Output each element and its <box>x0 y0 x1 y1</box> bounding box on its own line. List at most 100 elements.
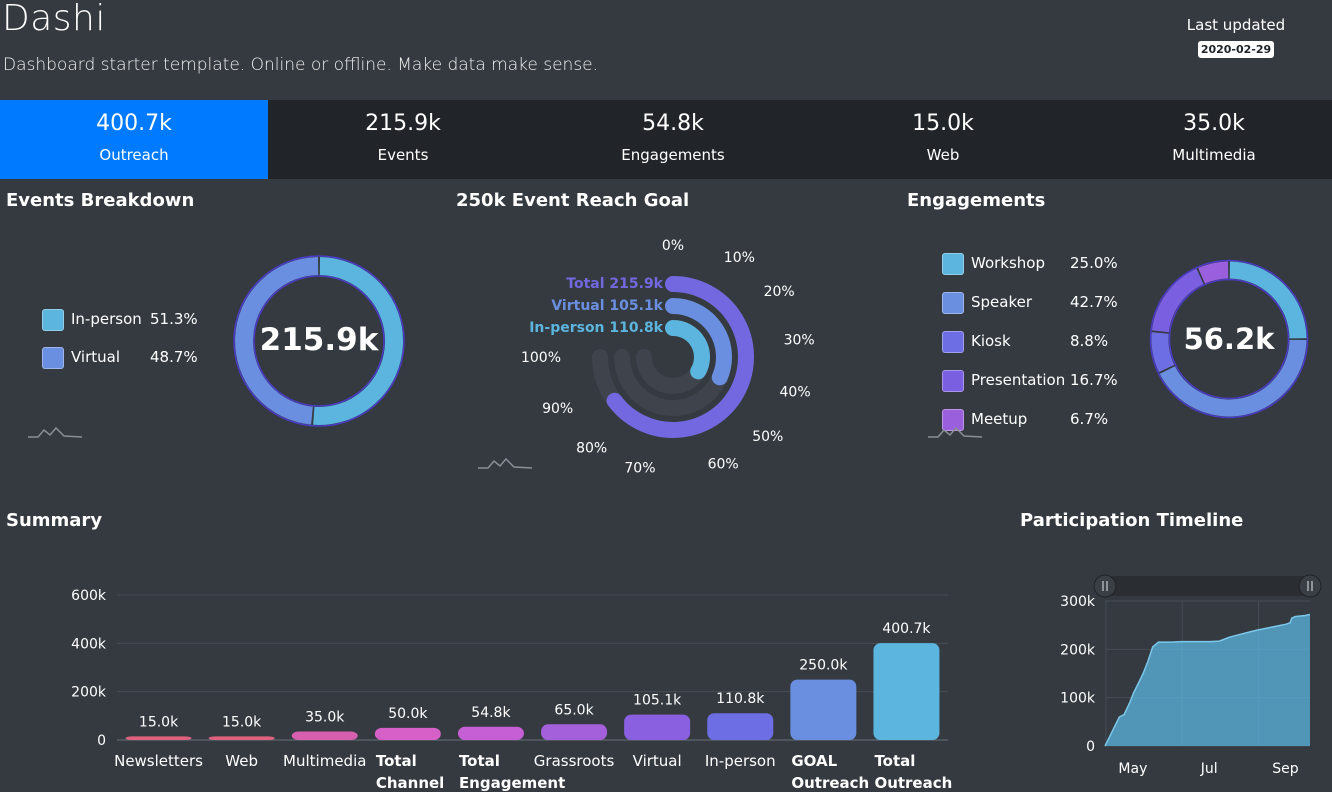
donut-segment-kiosk[interactable] <box>1151 332 1175 373</box>
chart-tool-icon[interactable] <box>478 455 534 471</box>
radial-bar-0[interactable] <box>606 276 754 438</box>
summary-title: Summary <box>6 510 103 531</box>
legend-item-workshop[interactable]: Workshop 25.0% <box>942 253 1118 275</box>
engagements-title: Engagements <box>907 190 1046 211</box>
x-category-label: Grassroots <box>534 752 615 770</box>
bar[interactable] <box>457 726 524 740</box>
radial-tick-labels: 0% 10% 20% 30% 40% 50% 60% 70% 80% 90% 100% <box>521 238 815 477</box>
kpi-value: 215.9k <box>365 111 441 136</box>
kpi-label: Web <box>926 146 960 164</box>
y-tick-label: 0 <box>1086 739 1095 755</box>
legend-item-kiosk[interactable]: Kiosk 8.8% <box>942 331 1117 353</box>
y-tick-label: 400k <box>71 636 107 652</box>
kpi-tab-outreach[interactable]: 400.7k Outreach <box>0 100 268 179</box>
reach-goal-radial-chart: 0% 10% 20% 30% 40% 50% 60% 70% 80% 90% 100% Total … <box>521 238 815 477</box>
legend-label: Workshop <box>971 254 1046 272</box>
participation-timeline-chart: 0 100k 200k 300k May Jul Sep <box>1060 574 1322 777</box>
chart-tool-icon[interactable] <box>928 424 984 440</box>
bar[interactable] <box>208 736 275 740</box>
kpi-label: Multimedia <box>1172 146 1256 164</box>
bar-value-label: 15.0k <box>139 714 179 730</box>
legend-item-meetup[interactable]: Meetup 6.7% <box>942 409 1117 431</box>
radial-tick-label: 50% <box>752 429 783 445</box>
legend-swatch <box>942 292 964 314</box>
bar-value-label: 15.0k <box>222 714 262 730</box>
legend-percent: 8.8% <box>1070 332 1109 350</box>
legend-label: Presentation <box>971 371 1066 389</box>
x-category-label: Outreach <box>791 774 869 792</box>
timeline-title: Participation Timeline <box>1020 510 1244 531</box>
radial-rings <box>592 276 754 438</box>
bar-value-label: 250.0k <box>799 658 848 674</box>
legend-percent: 51.3% <box>150 310 198 328</box>
radial-tick-label: 40% <box>780 385 811 401</box>
range-handle-right[interactable] <box>1298 574 1322 598</box>
legend-label: In-person <box>71 310 142 328</box>
radial-tick-label: 80% <box>576 441 607 457</box>
radial-bar-1[interactable] <box>665 298 732 386</box>
kpi-tab-web[interactable]: 15.0k Web <box>808 100 1078 179</box>
y-tick-label: 600k <box>71 588 107 604</box>
legend-percent: 6.7% <box>1070 410 1109 428</box>
donut-segment-presentation[interactable] <box>1151 268 1204 333</box>
x-tick-label: Jul <box>1200 761 1218 777</box>
donut-outline <box>1168 278 1290 400</box>
bar-value-label: 400.7k <box>882 621 931 637</box>
donut-segment-virtual[interactable] <box>235 257 319 425</box>
x-category-label: In-person <box>705 752 776 770</box>
donut-segment-workshop[interactable] <box>1229 261 1307 339</box>
bar[interactable] <box>624 714 691 740</box>
bar[interactable] <box>707 713 774 740</box>
reach-goal-title: 250k Event Reach Goal <box>456 190 690 211</box>
kpi-tab-multimedia[interactable]: 35.0k Multimedia <box>1079 100 1332 179</box>
bar[interactable] <box>541 724 608 740</box>
ring-label-virtual: Virtual 105.1k <box>551 298 663 314</box>
legend-percent: 16.7% <box>1070 371 1118 389</box>
kpi-value: 54.8k <box>642 111 704 136</box>
legend-label: Speaker <box>971 293 1033 311</box>
range-handle-left[interactable] <box>1093 574 1117 598</box>
timeline-area <box>1105 614 1310 746</box>
legend-item-speaker[interactable]: Speaker 42.7% <box>942 292 1118 314</box>
donut-segments <box>1149 259 1309 419</box>
legend-item-in-person[interactable]: In-person 51.3% <box>42 309 212 331</box>
bar[interactable] <box>291 731 358 740</box>
bar-value-label: 54.8k <box>471 705 511 721</box>
donut-segment-in-person[interactable] <box>313 257 403 425</box>
donut-segments <box>233 255 405 427</box>
bar[interactable] <box>125 736 192 740</box>
radial-tick-label: 10% <box>724 250 755 266</box>
legend-item-presentation[interactable]: Presentation 16.7% <box>942 370 1118 392</box>
bar[interactable] <box>790 679 857 740</box>
range-slider-track[interactable] <box>1095 576 1317 596</box>
x-category-label: Newsletters <box>114 752 203 770</box>
donut-segment-speaker[interactable] <box>1159 339 1307 417</box>
legend-percent: 42.7% <box>1070 293 1118 311</box>
donut-segment-meetup[interactable] <box>1198 261 1229 284</box>
y-tick-label: 100k <box>1060 691 1096 707</box>
donut-center-value: 56.2k <box>1184 322 1276 356</box>
radial-bar-2[interactable] <box>665 320 710 380</box>
radial-tick-label: 60% <box>708 457 739 473</box>
bar-value-label: 35.0k <box>305 710 345 726</box>
ring-label-in-person: In-person 110.8k <box>529 320 663 336</box>
kpi-tab-engagements[interactable]: 54.8k Engagements <box>538 100 808 179</box>
legend-item-virtual[interactable]: Virtual 48.7% <box>42 347 212 369</box>
legend-swatch <box>42 347 64 369</box>
y-tick-label: 0 <box>97 733 106 749</box>
kpi-label: Events <box>377 146 429 164</box>
y-tick-label: 200k <box>71 685 107 701</box>
chart-tool-icon[interactable] <box>28 424 84 440</box>
kpi-value: 400.7k <box>96 111 172 136</box>
bar[interactable] <box>873 643 940 740</box>
x-category-label: Total <box>874 752 915 770</box>
kpi-label: Engagements <box>621 146 725 164</box>
radial-tick-label: 70% <box>624 461 655 477</box>
legend-swatch <box>942 331 964 353</box>
x-category-label: Web <box>225 752 258 770</box>
kpi-tab-events[interactable]: 215.9k Events <box>268 100 538 179</box>
last-updated-label: Last updated <box>1186 16 1286 34</box>
radial-tick-label: 30% <box>784 333 815 349</box>
bar[interactable] <box>374 727 441 740</box>
kpi-bar: 400.7k Outreach 215.9k Events 54.8k Enga… <box>0 100 1332 179</box>
